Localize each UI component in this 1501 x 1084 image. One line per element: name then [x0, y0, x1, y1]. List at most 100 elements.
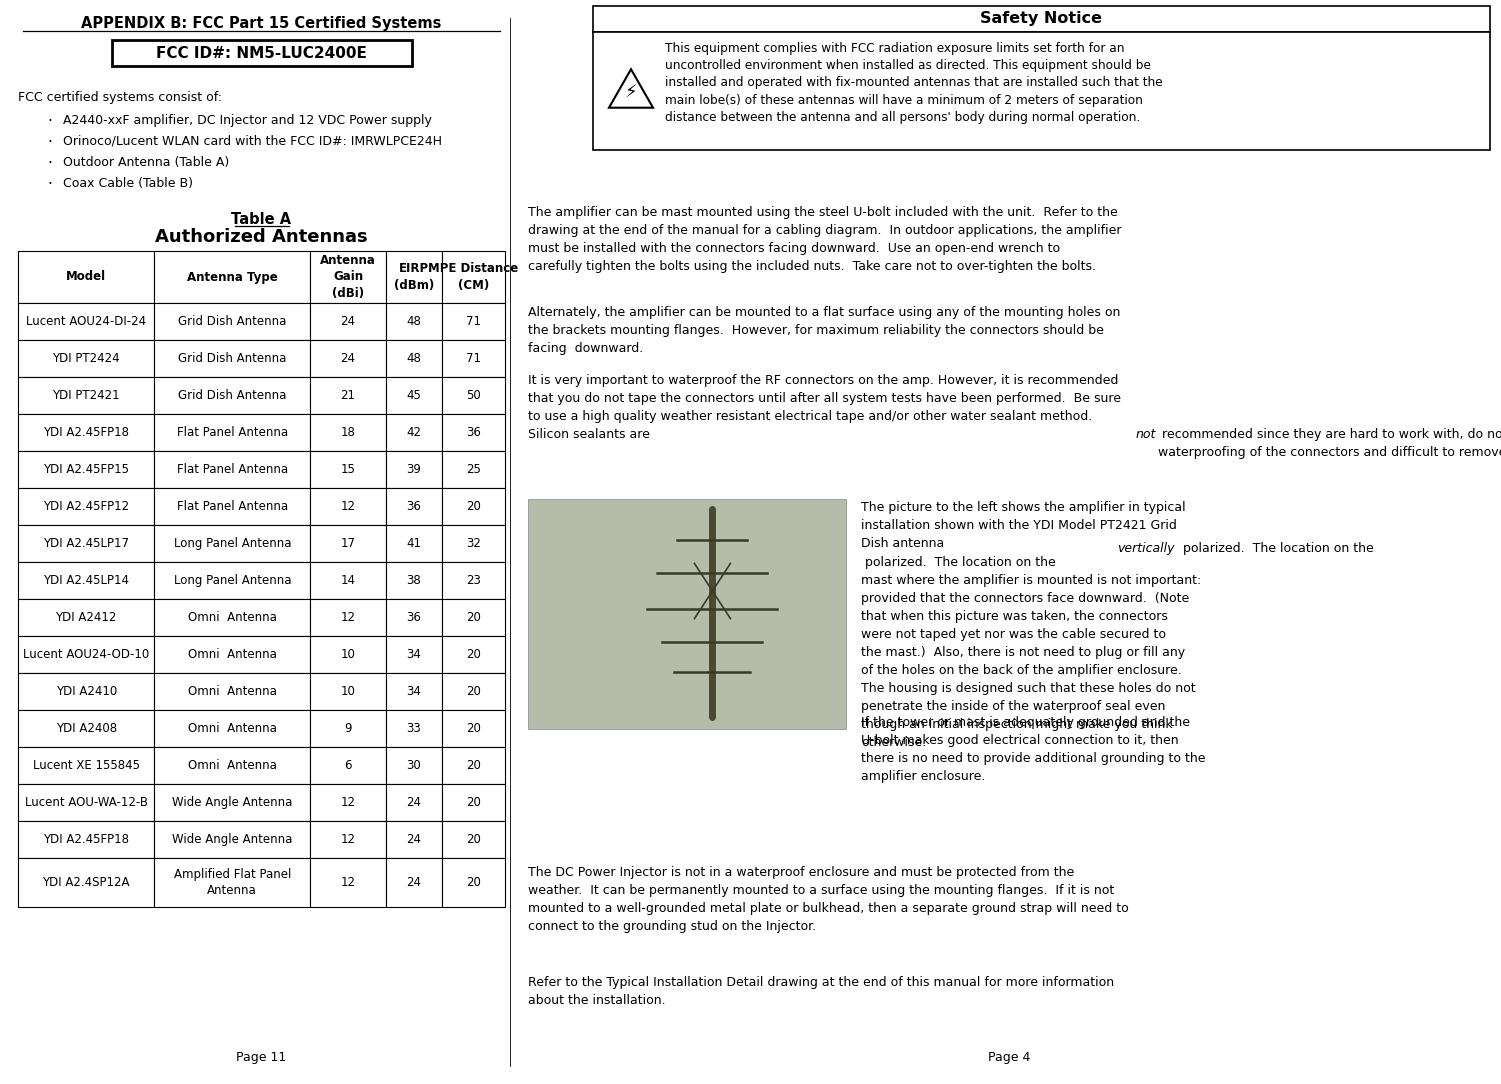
Text: YDI PT2424: YDI PT2424: [53, 352, 120, 365]
Text: Wide Angle Antenna: Wide Angle Antenna: [173, 796, 293, 809]
Text: 50: 50: [465, 389, 480, 402]
Bar: [386, 784, 441, 821]
Text: 24: 24: [341, 352, 356, 365]
Bar: [441, 636, 504, 673]
Text: Page 11: Page 11: [236, 1051, 287, 1064]
Text: If the tower or mast is adequately grounded and the
U-bolt makes good electrical: If the tower or mast is adequately groun…: [862, 715, 1205, 783]
Text: Coax Cable (Table B): Coax Cable (Table B): [63, 177, 194, 190]
Text: 36: 36: [465, 426, 480, 439]
Text: Omni  Antenna: Omni Antenna: [188, 722, 276, 735]
Text: YDI A2.45FP18: YDI A2.45FP18: [44, 426, 129, 439]
Bar: [311, 525, 386, 562]
Text: YDI A2410: YDI A2410: [56, 685, 117, 698]
Bar: [311, 304, 386, 340]
Text: 38: 38: [407, 575, 422, 588]
Text: 39: 39: [407, 463, 422, 476]
Text: 34: 34: [407, 685, 422, 698]
Bar: [155, 710, 311, 747]
Bar: [441, 251, 504, 304]
Text: Omni  Antenna: Omni Antenna: [188, 611, 276, 624]
Text: YDI A2408: YDI A2408: [56, 722, 117, 735]
Bar: [155, 599, 311, 636]
Text: YDI A2.45FP15: YDI A2.45FP15: [44, 463, 129, 476]
Text: MPE Distance
(CM): MPE Distance (CM): [428, 262, 518, 292]
Text: 32: 32: [465, 537, 480, 550]
Text: Antenna
Gain
(dBi): Antenna Gain (dBi): [320, 255, 375, 299]
Text: FCC certified systems consist of:: FCC certified systems consist of:: [18, 91, 222, 104]
Text: YDI A2.45FP12: YDI A2.45FP12: [44, 500, 129, 513]
Text: 45: 45: [407, 389, 422, 402]
Text: 24: 24: [407, 876, 422, 889]
Text: 20: 20: [465, 648, 480, 661]
Text: Safety Notice: Safety Notice: [980, 12, 1103, 26]
Bar: [441, 414, 504, 451]
Text: Authorized Antennas: Authorized Antennas: [155, 228, 368, 246]
Bar: [386, 673, 441, 710]
Bar: [18, 251, 155, 304]
Bar: [155, 377, 311, 414]
Bar: [155, 821, 311, 859]
Bar: [311, 859, 386, 907]
Text: 6: 6: [344, 759, 351, 772]
Bar: [18, 525, 155, 562]
Text: 21: 21: [341, 389, 356, 402]
Text: Wide Angle Antenna: Wide Angle Antenna: [173, 833, 293, 846]
Bar: [311, 377, 386, 414]
Bar: [441, 859, 504, 907]
Bar: [311, 747, 386, 784]
Text: Lucent AOU-WA-12-B: Lucent AOU-WA-12-B: [24, 796, 147, 809]
Bar: [386, 488, 441, 525]
Text: 10: 10: [341, 685, 356, 698]
Text: 18: 18: [341, 426, 356, 439]
Text: recommended since they are hard to work with, do not ensure a 100%
waterproofing: recommended since they are hard to work …: [1157, 428, 1501, 459]
Text: 33: 33: [407, 722, 422, 735]
Text: 20: 20: [465, 833, 480, 846]
Bar: [386, 525, 441, 562]
Bar: [386, 340, 441, 377]
Bar: [311, 451, 386, 488]
Bar: [18, 377, 155, 414]
Text: 14: 14: [341, 575, 356, 588]
Text: 12: 12: [341, 876, 356, 889]
Bar: [18, 562, 155, 599]
Bar: [18, 859, 155, 907]
Text: APPENDIX B: FCC Part 15 Certified Systems: APPENDIX B: FCC Part 15 Certified System…: [81, 16, 441, 31]
Bar: [441, 784, 504, 821]
Bar: [441, 673, 504, 710]
Text: Grid Dish Antenna: Grid Dish Antenna: [179, 352, 287, 365]
Text: 17: 17: [341, 537, 356, 550]
Bar: [441, 451, 504, 488]
Text: Orinoco/Lucent WLAN card with the FCC ID#: IMRWLPCE24H: Orinoco/Lucent WLAN card with the FCC ID…: [63, 136, 441, 149]
Bar: [311, 784, 386, 821]
Bar: [386, 710, 441, 747]
Bar: [18, 488, 155, 525]
Bar: [18, 304, 155, 340]
Bar: [593, 7, 1490, 33]
Text: 30: 30: [407, 759, 422, 772]
Bar: [311, 710, 386, 747]
Text: 10: 10: [341, 648, 356, 661]
Text: YDI A2.45LP17: YDI A2.45LP17: [44, 537, 129, 550]
Text: not: not: [1136, 428, 1156, 441]
Text: 12: 12: [341, 796, 356, 809]
Text: 25: 25: [465, 463, 480, 476]
Bar: [311, 340, 386, 377]
Text: 48: 48: [407, 315, 422, 328]
Bar: [155, 747, 311, 784]
Bar: [441, 562, 504, 599]
Bar: [155, 251, 311, 304]
Text: 36: 36: [407, 611, 422, 624]
Bar: [155, 414, 311, 451]
Text: 12: 12: [341, 833, 356, 846]
Bar: [386, 251, 441, 304]
Bar: [155, 859, 311, 907]
Text: 20: 20: [465, 759, 480, 772]
Text: Refer to the Typical Installation Detail drawing at the end of this manual for m: Refer to the Typical Installation Detail…: [528, 976, 1114, 1007]
Text: YDI A2412: YDI A2412: [56, 611, 117, 624]
Text: YDI PT2421: YDI PT2421: [53, 389, 120, 402]
Bar: [311, 599, 386, 636]
Bar: [18, 451, 155, 488]
Bar: [311, 673, 386, 710]
Text: Outdoor Antenna (Table A): Outdoor Antenna (Table A): [63, 156, 230, 169]
Text: ·: ·: [48, 114, 53, 129]
